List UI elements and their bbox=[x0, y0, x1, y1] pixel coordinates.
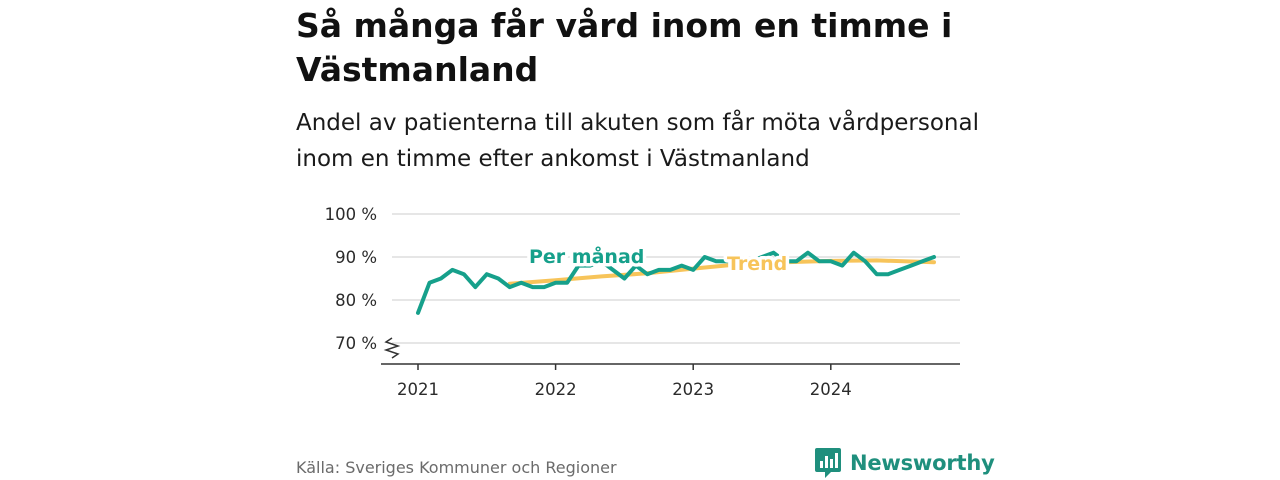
monthly-point bbox=[726, 259, 730, 263]
monthly-point bbox=[668, 268, 672, 272]
monthly-point bbox=[416, 311, 420, 315]
gridlines bbox=[392, 213, 960, 344]
monthly-point bbox=[427, 281, 432, 285]
monthly-point bbox=[439, 276, 443, 281]
monthly-point bbox=[909, 264, 913, 268]
monthly-point bbox=[554, 281, 558, 285]
monthly-point bbox=[760, 255, 764, 259]
monthly-point bbox=[886, 272, 890, 276]
monthly-point bbox=[840, 264, 844, 268]
source-note: Källa: Sveriges Kommuner och Regioner bbox=[296, 458, 617, 477]
y-axis-break-icon bbox=[383, 337, 401, 359]
monthly-point bbox=[599, 259, 604, 263]
series-labels: Per månad Trend bbox=[526, 241, 791, 279]
monthly-point bbox=[496, 276, 500, 281]
x-axis: 2021 2022 2023 2024 bbox=[381, 363, 960, 399]
monthly-point bbox=[680, 264, 684, 268]
monthly-point bbox=[450, 268, 454, 272]
monthly-line bbox=[416, 250, 936, 315]
monthly-point bbox=[473, 285, 477, 289]
x-tick-label: 2023 bbox=[672, 380, 714, 399]
monthly-point bbox=[794, 259, 799, 263]
monthly-point bbox=[714, 259, 718, 263]
monthly-point bbox=[462, 272, 466, 276]
monthly-point bbox=[852, 251, 856, 255]
monthly-point bbox=[531, 285, 535, 289]
monthly-point bbox=[771, 251, 776, 255]
monthly-point bbox=[932, 255, 936, 259]
chart-subtitle: Andel av patienterna till akuten som får… bbox=[296, 110, 979, 172]
trend-line bbox=[507, 258, 936, 286]
monthly-point bbox=[703, 255, 707, 259]
monthly-point bbox=[829, 259, 833, 263]
series-label-trend: Trend bbox=[727, 253, 787, 275]
monthly-series bbox=[416, 250, 936, 315]
y-tick-label: 90 % bbox=[335, 248, 377, 267]
monthly-point bbox=[508, 285, 512, 289]
monthly-point bbox=[622, 276, 627, 281]
monthly-point bbox=[645, 272, 649, 276]
monthly-point bbox=[806, 251, 810, 255]
monthly-point bbox=[748, 259, 753, 263]
monthly-point bbox=[588, 264, 592, 268]
line-chart: 70 % 80 % 90 % 100 % 2021 2022 2023 2024 Per m… bbox=[325, 205, 960, 399]
monthly-point bbox=[611, 268, 615, 272]
brand-logo: Newsworthy bbox=[814, 446, 995, 480]
trend-series bbox=[507, 258, 936, 286]
monthly-point bbox=[875, 272, 879, 276]
x-tick-label: 2022 bbox=[535, 380, 577, 399]
monthly-point bbox=[817, 259, 821, 263]
monthly-point bbox=[898, 268, 902, 272]
y-tick-label: 100 % bbox=[325, 205, 377, 224]
x-tick-label: 2021 bbox=[397, 380, 439, 399]
chart-title: Så många får vård inom en timme i Västma… bbox=[296, 6, 953, 89]
monthly-point bbox=[783, 259, 787, 263]
newsworthy-logo-icon bbox=[815, 448, 841, 478]
monthly-point bbox=[657, 268, 661, 272]
monthly-point bbox=[542, 285, 546, 289]
monthly-point bbox=[863, 259, 867, 263]
monthly-point bbox=[485, 272, 489, 276]
monthly-point bbox=[576, 264, 581, 268]
brand-name: Newsworthy bbox=[850, 451, 995, 475]
monthly-point bbox=[565, 281, 569, 285]
y-tick-labels: 70 % 80 % 90 % 100 % bbox=[325, 205, 377, 353]
monthly-point bbox=[920, 259, 925, 263]
x-tick-label: 2024 bbox=[810, 380, 852, 399]
monthly-point bbox=[737, 255, 741, 259]
series-label-per-manad: Per månad bbox=[529, 244, 644, 268]
monthly-point bbox=[634, 264, 638, 268]
y-tick-label: 70 % bbox=[335, 334, 377, 353]
y-tick-label: 80 % bbox=[335, 291, 377, 310]
monthly-point bbox=[519, 281, 523, 285]
monthly-point bbox=[691, 268, 695, 272]
